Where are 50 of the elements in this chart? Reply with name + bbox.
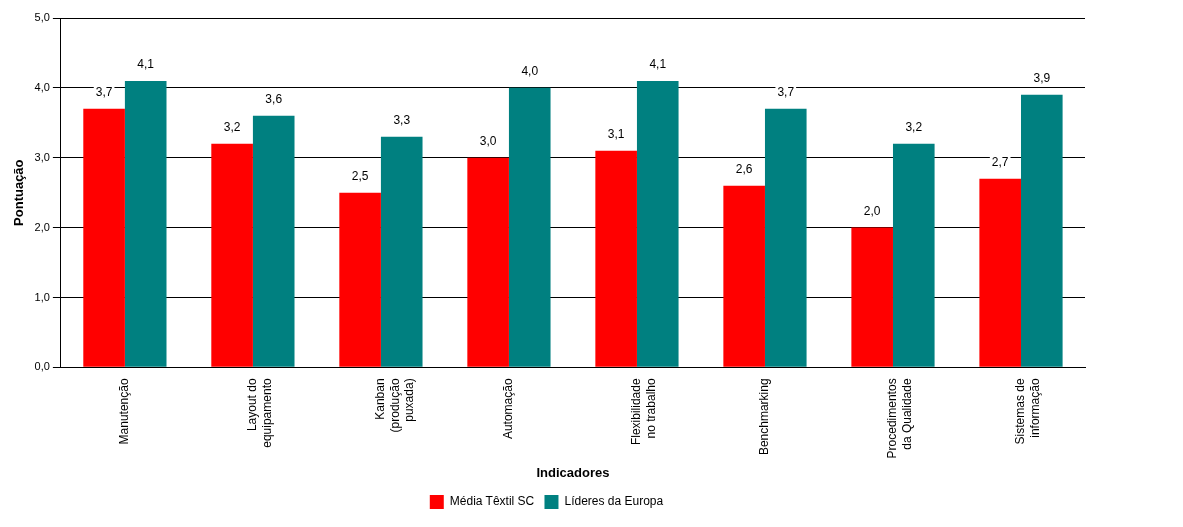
bar [83, 108, 125, 367]
data-label: 3,2 [223, 120, 241, 135]
bar [723, 185, 765, 367]
bar [892, 143, 935, 367]
data-label: 3,1 [607, 127, 625, 142]
y-tick-label: 3,0 [34, 150, 50, 163]
x-axis-title: Indicadores [536, 464, 610, 480]
data-label: 2,7 [991, 155, 1009, 170]
bar [851, 227, 893, 367]
data-label: 3,7 [777, 85, 795, 100]
x-tick-label: Benchmarking [757, 378, 772, 456]
data-label: 2,5 [351, 168, 369, 183]
y-tick-label: 4,0 [34, 80, 50, 93]
data-label: 3,6 [265, 92, 283, 107]
bar [467, 157, 509, 367]
legend-label: Média Têxtil SC [449, 494, 535, 509]
data-label: 3,2 [905, 120, 923, 135]
bar [1020, 94, 1063, 367]
data-label: 3,9 [1033, 71, 1051, 86]
data-label: 4,0 [521, 64, 539, 79]
y-tick-label: 5,0 [34, 11, 50, 24]
bar [252, 115, 295, 367]
data-label: 3,3 [393, 113, 411, 128]
bar [508, 87, 551, 367]
bar [636, 80, 679, 367]
data-label: 2,0 [863, 203, 881, 218]
bar [764, 108, 807, 367]
bar [339, 192, 381, 367]
x-tick-label: Automação [501, 378, 516, 440]
data-label: 3,7 [95, 85, 113, 100]
data-label: 2,6 [735, 162, 753, 177]
bar [380, 136, 423, 367]
bar [979, 178, 1021, 367]
x-tick-label: Kanban (produção puxada) [373, 378, 417, 433]
legend-label: Líderes da Europa [564, 494, 664, 509]
x-tick-label: Layout do equipamento [245, 378, 274, 448]
x-tick-label: Flexibilidade no trabalho [629, 378, 658, 446]
x-tick-label: Procedimentos da Qualidade [885, 378, 914, 459]
data-label: 4,1 [649, 57, 667, 72]
data-label: 3,0 [479, 134, 497, 149]
y-tick-label: 1,0 [34, 290, 50, 303]
data-label: 4,1 [137, 57, 155, 72]
y-tick-label: 0,0 [34, 360, 50, 373]
y-tick-label: 2,0 [34, 220, 50, 233]
bar [211, 143, 253, 367]
x-tick-label: Sistemas de informação [1013, 378, 1042, 445]
bar [595, 150, 637, 367]
y-axis-title: Pontuação [11, 159, 27, 226]
bar [124, 80, 167, 367]
x-tick-label: Manutenção [117, 378, 132, 445]
